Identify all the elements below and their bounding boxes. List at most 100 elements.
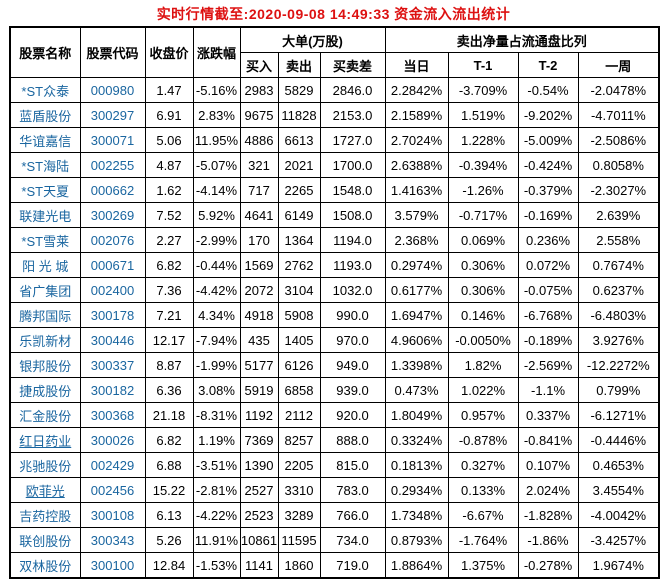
net-sell-week-cell: 1.9674% — [577, 552, 660, 579]
net-sell-t2-cell: 0.337% — [517, 402, 579, 428]
table-row: 乐凯新材 300446 12.17 -7.94% 435 1405 970.0 … — [9, 327, 660, 353]
table-row: *ST天夏 000662 1.62 -4.14% 717 2265 1548.0… — [9, 177, 660, 203]
stock-code-cell[interactable]: 002456 — [79, 477, 146, 503]
sell-volume-cell: 11828 — [277, 102, 321, 128]
stock-code-cell[interactable]: 300026 — [79, 427, 146, 453]
net-sell-week-cell: -6.1271% — [577, 402, 660, 428]
close-price-cell: 6.88 — [144, 452, 194, 478]
stock-name-cell[interactable]: *ST众泰 — [9, 77, 81, 103]
stock-name-cell[interactable]: 欧菲光 — [9, 477, 81, 503]
sell-volume-cell: 1405 — [277, 327, 321, 353]
stock-code-cell[interactable]: 300269 — [79, 202, 146, 228]
stock-code-cell[interactable]: 002076 — [79, 227, 146, 253]
stock-code-cell[interactable]: 300182 — [79, 377, 146, 403]
buy-volume-cell: 2523 — [239, 502, 279, 528]
net-sell-t2-cell: -2.569% — [517, 352, 579, 378]
net-sell-day-cell: 1.7348% — [384, 502, 449, 528]
stock-code-cell[interactable]: 300446 — [79, 327, 146, 353]
stock-code-cell[interactable]: 000671 — [79, 252, 146, 278]
net-sell-t1-cell: 0.306% — [447, 277, 519, 303]
stock-code-cell[interactable]: 300297 — [79, 102, 146, 128]
buy-volume-cell: 7369 — [239, 427, 279, 453]
sell-volume-cell: 3104 — [277, 277, 321, 303]
stock-name-cell[interactable]: *ST海陆 — [9, 152, 81, 178]
buy-sell-diff-cell: 990.0 — [319, 302, 386, 328]
net-sell-t2-cell: -9.202% — [517, 102, 579, 128]
close-price-cell: 12.17 — [144, 327, 194, 353]
stock-code-cell[interactable]: 002429 — [79, 452, 146, 478]
net-sell-week-cell: -3.4257% — [577, 527, 660, 553]
net-sell-t2-cell: -0.075% — [517, 277, 579, 303]
change-pct-cell: -4.22% — [192, 502, 241, 528]
stock-name-cell[interactable]: 乐凯新材 — [9, 327, 81, 353]
stock-name-cell[interactable]: 华谊嘉信 — [9, 127, 81, 153]
stock-name-cell[interactable]: 联建光电 — [9, 202, 81, 228]
buy-volume-cell: 4918 — [239, 302, 279, 328]
stock-code-cell[interactable]: 300337 — [79, 352, 146, 378]
net-sell-t2-cell: -0.169% — [517, 202, 579, 228]
stock-name-cell[interactable]: 腾邦国际 — [9, 302, 81, 328]
stock-code-cell[interactable]: 300368 — [79, 402, 146, 428]
close-price-cell: 6.36 — [144, 377, 194, 403]
net-sell-day-cell: 2.1589% — [384, 102, 449, 128]
stock-name-cell[interactable]: 红日药业 — [9, 427, 81, 453]
change-pct-cell: -1.53% — [192, 552, 241, 579]
net-sell-day-cell: 2.368% — [384, 227, 449, 253]
stock-name-cell[interactable]: 蓝盾股份 — [9, 102, 81, 128]
net-sell-day-cell: 4.9606% — [384, 327, 449, 353]
buy-volume-cell: 5177 — [239, 352, 279, 378]
stock-code-cell[interactable]: 300100 — [79, 552, 146, 579]
net-sell-day-cell: 0.1813% — [384, 452, 449, 478]
net-sell-week-cell: 2.639% — [577, 202, 660, 228]
stock-name-cell[interactable]: 省广集团 — [9, 277, 81, 303]
stock-name-cell[interactable]: *ST天夏 — [9, 177, 81, 203]
stock-name-cell[interactable]: 阳 光 城 — [9, 252, 81, 278]
header-buy: 买入 — [239, 52, 279, 78]
sell-volume-cell: 6149 — [277, 202, 321, 228]
stock-name-cell[interactable]: 兆驰股份 — [9, 452, 81, 478]
sell-volume-cell: 6126 — [277, 352, 321, 378]
stock-code-cell[interactable]: 300178 — [79, 302, 146, 328]
stock-name-cell[interactable]: 联创股份 — [9, 527, 81, 553]
net-sell-t1-cell: 0.957% — [447, 402, 519, 428]
stock-name-cell[interactable]: 双林股份 — [9, 552, 81, 579]
stock-name-cell[interactable]: 吉药控股 — [9, 502, 81, 528]
net-sell-day-cell: 0.473% — [384, 377, 449, 403]
stock-code-cell[interactable]: 002255 — [79, 152, 146, 178]
stock-code-cell[interactable]: 300108 — [79, 502, 146, 528]
close-price-cell: 1.62 — [144, 177, 194, 203]
sell-volume-cell: 1860 — [277, 552, 321, 579]
stock-name-cell[interactable]: 汇金股份 — [9, 402, 81, 428]
stock-code-cell[interactable]: 002400 — [79, 277, 146, 303]
stock-name-cell[interactable]: *ST雪莱 — [9, 227, 81, 253]
buy-sell-diff-cell: 1548.0 — [319, 177, 386, 203]
net-sell-day-cell: 1.6947% — [384, 302, 449, 328]
net-sell-t2-cell: 0.072% — [517, 252, 579, 278]
net-sell-week-cell: 2.558% — [577, 227, 660, 253]
stock-code-cell[interactable]: 300071 — [79, 127, 146, 153]
stock-name-cell[interactable]: 捷成股份 — [9, 377, 81, 403]
change-pct-cell: -5.07% — [192, 152, 241, 178]
table-row: 兆驰股份 002429 6.88 -3.51% 1390 2205 815.0 … — [9, 452, 660, 478]
close-price-cell: 15.22 — [144, 477, 194, 503]
sell-volume-cell: 2205 — [277, 452, 321, 478]
change-pct-cell: 1.19% — [192, 427, 241, 453]
stock-code-cell[interactable]: 300343 — [79, 527, 146, 553]
header-net-sell-group: 卖出净量占流通盘比列 — [384, 26, 660, 53]
stock-code-cell[interactable]: 000662 — [79, 177, 146, 203]
sell-volume-cell: 8257 — [277, 427, 321, 453]
sell-volume-cell: 2112 — [277, 402, 321, 428]
header-t1: T-1 — [447, 52, 519, 78]
stock-code-cell[interactable]: 000980 — [79, 77, 146, 103]
header-stock-code: 股票代码 — [79, 26, 146, 78]
stock-name-cell[interactable]: 银邦股份 — [9, 352, 81, 378]
header-buy-sell-diff: 买卖差 — [319, 52, 386, 78]
close-price-cell: 6.82 — [144, 427, 194, 453]
table-row: 双林股份 300100 12.84 -1.53% 1141 1860 719.0… — [9, 552, 660, 579]
buy-volume-cell: 717 — [239, 177, 279, 203]
buy-sell-diff-cell: 2153.0 — [319, 102, 386, 128]
net-sell-week-cell: 0.799% — [577, 377, 660, 403]
buy-sell-diff-cell: 939.0 — [319, 377, 386, 403]
buy-volume-cell: 2983 — [239, 77, 279, 103]
change-pct-cell: 11.95% — [192, 127, 241, 153]
